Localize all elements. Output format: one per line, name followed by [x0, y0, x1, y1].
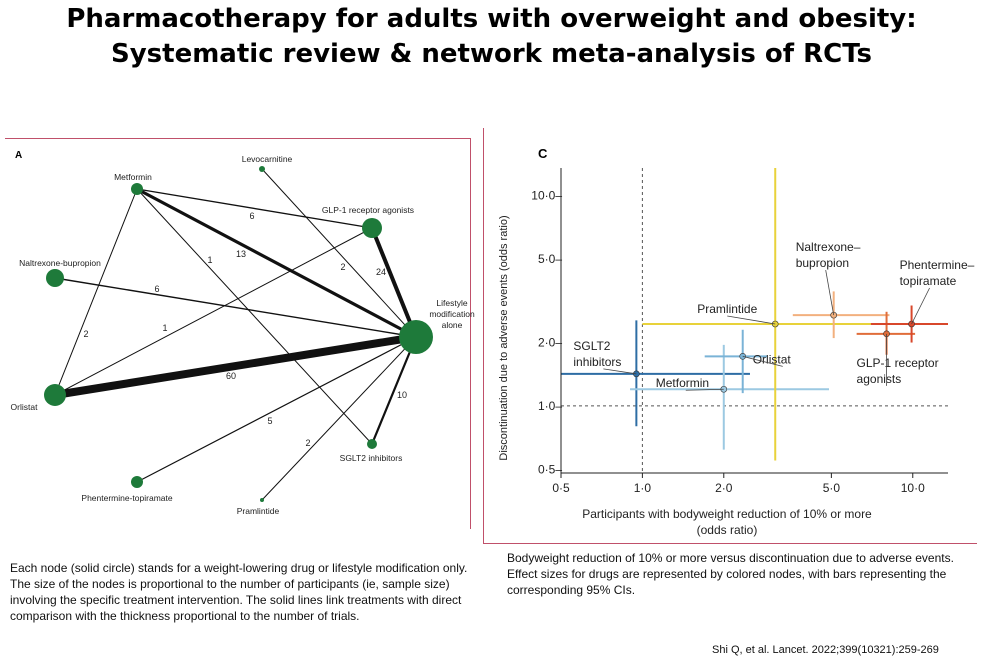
network-edge-metformin-lifestyle	[135, 187, 418, 339]
network-edge-pramlintide-lifestyle	[261, 336, 417, 501]
y-tick-label: 0·5–	[538, 462, 562, 476]
network-node-pramlintide	[260, 498, 264, 502]
label-leader-line	[742, 355, 783, 367]
network-node-lifestyle	[399, 320, 433, 354]
edge-trial-count: 60	[226, 371, 236, 381]
point-label: SGLT2	[573, 339, 610, 353]
network-labels: Metformin Levocarnitine GLP-1 receptor ago…	[11, 154, 475, 516]
panel-a-frame	[5, 138, 471, 529]
edge-trial-count: 6	[249, 211, 254, 221]
y-tick-label: 5·0–	[538, 252, 562, 266]
x-tick-label: 2·0	[715, 481, 733, 495]
node-label-lifestyle: modification	[429, 309, 475, 319]
edge-trial-count: 24	[376, 267, 386, 277]
node-label-naltrexone: Naltrexone-bupropion	[19, 258, 101, 268]
network-edge-sglt2-lifestyle	[370, 335, 418, 446]
node-label-phentermine: Phentermine-topiramate	[81, 493, 172, 503]
y-tick-label: 1·0–	[538, 399, 562, 413]
network-caption: Each node (solid circle) stands for a we…	[10, 561, 468, 623]
edge-trial-count: 10	[397, 390, 407, 400]
network-edge-glp1-orlistat	[54, 227, 373, 396]
network-node-metformin	[131, 183, 143, 195]
node-label-pramlintide: Pramlintide	[237, 506, 280, 516]
network-edges: 6 13 1 2 2 24 1 6 60 10 5 2	[51, 168, 420, 501]
panel-a-label: A	[15, 150, 22, 161]
node-label-metformin: Metformin	[114, 172, 152, 182]
node-label-levocarnitine: Levocarnitine	[242, 154, 293, 164]
network-edge-metformin-orlistat	[54, 188, 138, 396]
point-label: Metformin	[656, 376, 709, 390]
odds-ratio-chart: 0·5 1·0 2·0 5·0 10·0 0·5– 1·0– 2·0– 5·0– 10·0– SG…	[498, 146, 975, 537]
network-node-levocarnitine	[259, 166, 265, 172]
network-node-glp1	[362, 218, 382, 238]
point-label: Orlistat	[753, 352, 792, 366]
edge-trial-count: 1	[162, 323, 167, 333]
data-point	[633, 370, 640, 378]
node-label-sglt2: SGLT2 inhibitors	[340, 453, 403, 463]
panel-c-label: C	[538, 146, 548, 161]
label-leader-line	[825, 270, 835, 316]
x-tick-label: 5·0	[823, 481, 841, 495]
point-label: Pramlintide	[697, 302, 757, 316]
y-tick-label: 10·0–	[531, 188, 562, 202]
network-edge-naltrexone-lifestyle	[54, 277, 417, 338]
x-tick-label: 1·0	[634, 481, 652, 495]
edge-trial-count: 2	[305, 438, 310, 448]
edge-trial-count: 6	[154, 284, 159, 294]
label-leader-line	[911, 287, 930, 325]
network-edge-metformin-glp1	[136, 188, 373, 229]
network-node-phentermine	[131, 476, 143, 488]
node-label-glp1: GLP-1 receptor agonists	[322, 205, 414, 215]
node-label-lifestyle: alone	[442, 320, 463, 330]
node-label-lifestyle: Lifestyle	[436, 298, 467, 308]
y-tick-label: 2·0–	[538, 336, 562, 350]
chart-point-labels: SGLT2 inhibitors Metformin Orlistat Pramlint…	[573, 240, 975, 391]
network-edge-phentermine-lifestyle	[136, 336, 417, 483]
slide-title-line-1: Pharmacotherapy for adults with overweig…	[66, 4, 917, 34]
x-axis-title-line-2: (odds ratio)	[697, 523, 758, 537]
network-edge-orlistat-lifestyle	[51, 333, 420, 399]
label-leader-line	[685, 388, 724, 391]
edge-trial-count: 5	[267, 416, 272, 426]
citation: Shi Q, et al. Lancet. 2022;399(10321):25…	[712, 644, 939, 656]
point-label: Naltrexone–	[796, 240, 861, 254]
x-axis-title-line-1: Participants with bodyweight reduction o…	[582, 507, 872, 521]
node-label-orlistat: Orlistat	[11, 402, 39, 412]
network-node-naltrexone	[46, 269, 64, 287]
network-nodes	[44, 166, 433, 502]
edge-trial-count: 2	[340, 262, 345, 272]
label-leader-line	[727, 315, 776, 325]
network-node-orlistat	[44, 384, 66, 406]
network-edge-levocarnitine-lifestyle	[261, 168, 417, 338]
y-axis-title: Discontinuation due to adverse events (o…	[498, 215, 510, 460]
network-edge-metformin-sglt2	[136, 188, 373, 445]
point-label: topiramate	[900, 274, 957, 288]
x-tick-label: 0·5	[552, 481, 570, 495]
point-label: GLP-1 receptor	[857, 356, 939, 370]
network-edge-glp1-lifestyle	[370, 226, 418, 339]
edge-trial-count: 2	[83, 329, 88, 339]
network-node-sglt2	[367, 439, 377, 449]
label-leader-line	[603, 368, 637, 375]
chart-axes: 0·5 1·0 2·0 5·0 10·0 0·5– 1·0– 2·0– 5·0– 10·0–	[531, 168, 948, 495]
slide-title-line-2: Systematic review & network meta-analysi…	[111, 39, 872, 69]
x-tick-label: 10·0	[901, 481, 925, 495]
slide-title: Pharmacotherapy for adults with overweig…	[0, 2, 983, 72]
point-label: agonists	[857, 372, 902, 386]
chart-points	[633, 311, 915, 393]
data-point	[908, 320, 915, 328]
point-label: bupropion	[796, 256, 849, 270]
point-label: Phentermine–	[900, 258, 975, 272]
edge-trial-count: 13	[236, 249, 246, 259]
network-diagram: 6 13 1 2 2 24 1 6 60 10 5 2 Metformin Levocarnitine G…	[11, 150, 475, 516]
reference-lines	[561, 168, 948, 473]
point-label: inhibitors	[573, 355, 621, 369]
panel-c-frame	[483, 128, 977, 544]
chart-caption: Bodyweight reduction of 10% or more vers…	[507, 551, 954, 597]
edge-trial-count: 1	[207, 255, 212, 265]
